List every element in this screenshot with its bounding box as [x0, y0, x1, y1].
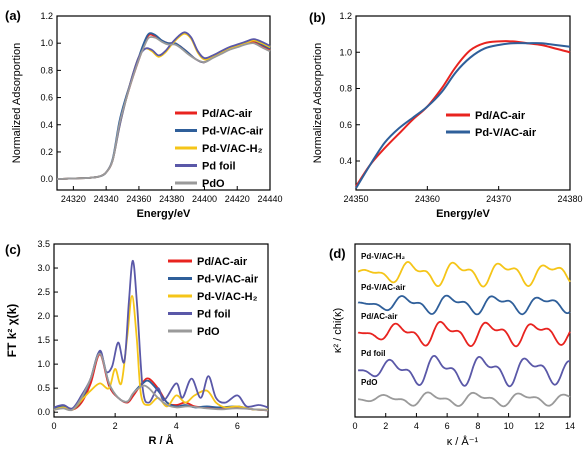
series-line	[357, 320, 571, 348]
x-tick-label: 24420	[225, 194, 250, 204]
x-tick-label: 8	[475, 421, 480, 431]
x-tick-label: 24360	[415, 194, 440, 204]
series-line	[53, 353, 269, 412]
legend-label: PdO	[202, 178, 225, 190]
y-tick-label: 0.4	[339, 156, 352, 166]
legend-label: Pd foil	[202, 161, 236, 173]
legend-label: Pd/AC-air	[197, 256, 248, 268]
series-line	[358, 354, 571, 388]
legend-label: Pd-V/AC-H₂	[197, 291, 258, 303]
x-tick-label: 0	[51, 421, 56, 431]
y-tick-label: 0.4	[40, 120, 53, 130]
y-axis-label: Normalized Adsorportion	[11, 43, 23, 163]
y-tick-label: 1.0	[40, 38, 53, 48]
plot-frame	[53, 243, 269, 418]
plot-frame	[354, 243, 571, 418]
series-line	[357, 294, 571, 316]
series-label: Pd/AC-air	[361, 312, 397, 321]
series-label: Pd-V/AC-air	[361, 283, 405, 292]
legend: Pd/AC-air Pd-V/AC-air Pd-V/AC-H₂ Pd foil PdO	[168, 256, 259, 338]
series-line	[56, 32, 271, 180]
x-axis-label: κ / Å⁻¹	[447, 435, 479, 448]
panel-b: 24350 24360 24370 24380 0.4 0.6 0.8 1.0 1.2 Pd/AC…	[309, 10, 583, 220]
series-line	[53, 294, 269, 411]
y-tick-label: 1.0	[37, 359, 50, 369]
x-axis-label: Energy/eV	[436, 208, 490, 220]
x-tick-label: 2	[383, 421, 388, 431]
series-line	[56, 35, 271, 180]
y-axis-label: FT k² χ(k)	[5, 304, 19, 358]
panel-d: 0 2 4 6 8 10 12 14 Pd-V/AC-H₂ Pd-V/AC-air Pd/AC-ai…	[329, 243, 575, 448]
y-tick-label: 0.0	[37, 407, 50, 417]
y-tick-label: 3.5	[37, 239, 50, 249]
x-tick-label: 4	[174, 421, 179, 431]
legend-label: PdO	[197, 326, 220, 338]
legend-label: Pd-V/AC-air	[197, 274, 259, 286]
legend-label: Pd-V/AC-H₂	[202, 143, 263, 155]
x-tick-label: 4	[414, 421, 419, 431]
y-tick-label: 0.8	[339, 84, 352, 94]
y-tick-label: 1.0	[339, 47, 352, 57]
y-tick-label: 3.0	[37, 263, 50, 273]
panel-c: 0 2 4 6 0.0 0.5 1.0 1.5 2.0 2.5 3.0 3.5 Pd/AC-air Pd-…	[5, 239, 269, 447]
panel-a: 24320 24340 24360 24380 24400 24420 24440 0.0 0.…	[5, 8, 283, 220]
x-tick-label: 24320	[61, 194, 86, 204]
series-label: Pd-V/AC-H₂	[361, 252, 405, 261]
plot-frame	[56, 15, 271, 191]
y-tick-label: 0.8	[40, 65, 53, 75]
x-tick-label: 6	[445, 421, 450, 431]
y-tick-label: 2.0	[37, 311, 50, 321]
legend-label: Pd-V/AC-air	[202, 126, 264, 138]
series-line	[357, 261, 571, 288]
x-axis-label: Energy/eV	[137, 208, 191, 220]
panel-label: (b)	[309, 10, 326, 25]
x-tick-label: 14	[565, 421, 575, 431]
y-tick-label: 1.2	[40, 11, 53, 21]
series-label: PdO	[361, 378, 377, 387]
y-tick-label: 0.5	[37, 383, 50, 393]
series-line	[358, 391, 571, 408]
series-line	[355, 42, 571, 189]
legend-label: Pd/AC-air	[202, 108, 253, 120]
y-axis-label: Normalized Adsorportion	[312, 43, 324, 163]
legend: Pd/AC-air Pd-V/AC-air	[446, 110, 537, 139]
plot-frame	[355, 15, 571, 191]
y-tick-label: 1.5	[37, 335, 50, 345]
x-tick-label: 24370	[486, 194, 511, 204]
panel-label: (d)	[329, 246, 346, 261]
x-tick-label: 10	[504, 421, 514, 431]
series-line	[53, 352, 269, 412]
x-tick-label: 24340	[94, 194, 119, 204]
x-tick-label: 6	[235, 421, 240, 431]
y-tick-label: 0.0	[40, 174, 53, 184]
legend-label: Pd-V/AC-air	[475, 127, 537, 139]
x-tick-label: 24350	[343, 194, 368, 204]
x-tick-label: 24380	[159, 194, 184, 204]
legend-label: Pd/AC-air	[475, 110, 526, 122]
x-tick-label: 24440	[257, 194, 282, 204]
y-tick-label: 0.2	[40, 147, 53, 157]
y-axis-label: κ² / chi(κ)	[332, 308, 344, 353]
x-tick-label: 2	[113, 421, 118, 431]
x-tick-label: 24360	[126, 194, 151, 204]
panel-label: (c)	[5, 242, 21, 257]
x-tick-label: 24380	[557, 194, 582, 204]
legend-label: Pd foil	[197, 309, 231, 321]
x-axis-label: R / Å	[148, 434, 173, 447]
x-tick-label: 12	[534, 421, 544, 431]
y-tick-label: 0.6	[40, 93, 53, 103]
series-label: Pd foil	[361, 349, 385, 358]
x-tick-label: 24400	[192, 194, 217, 204]
legend: Pd/AC-air Pd-V/AC-air Pd-V/AC-H₂ Pd foil PdO	[175, 108, 264, 190]
x-tick-label: 0	[352, 421, 357, 431]
y-tick-label: 2.5	[37, 287, 50, 297]
y-tick-label: 1.2	[339, 11, 352, 21]
panel-label: (a)	[5, 8, 21, 23]
series-line	[56, 33, 271, 180]
y-tick-label: 0.6	[339, 120, 352, 130]
